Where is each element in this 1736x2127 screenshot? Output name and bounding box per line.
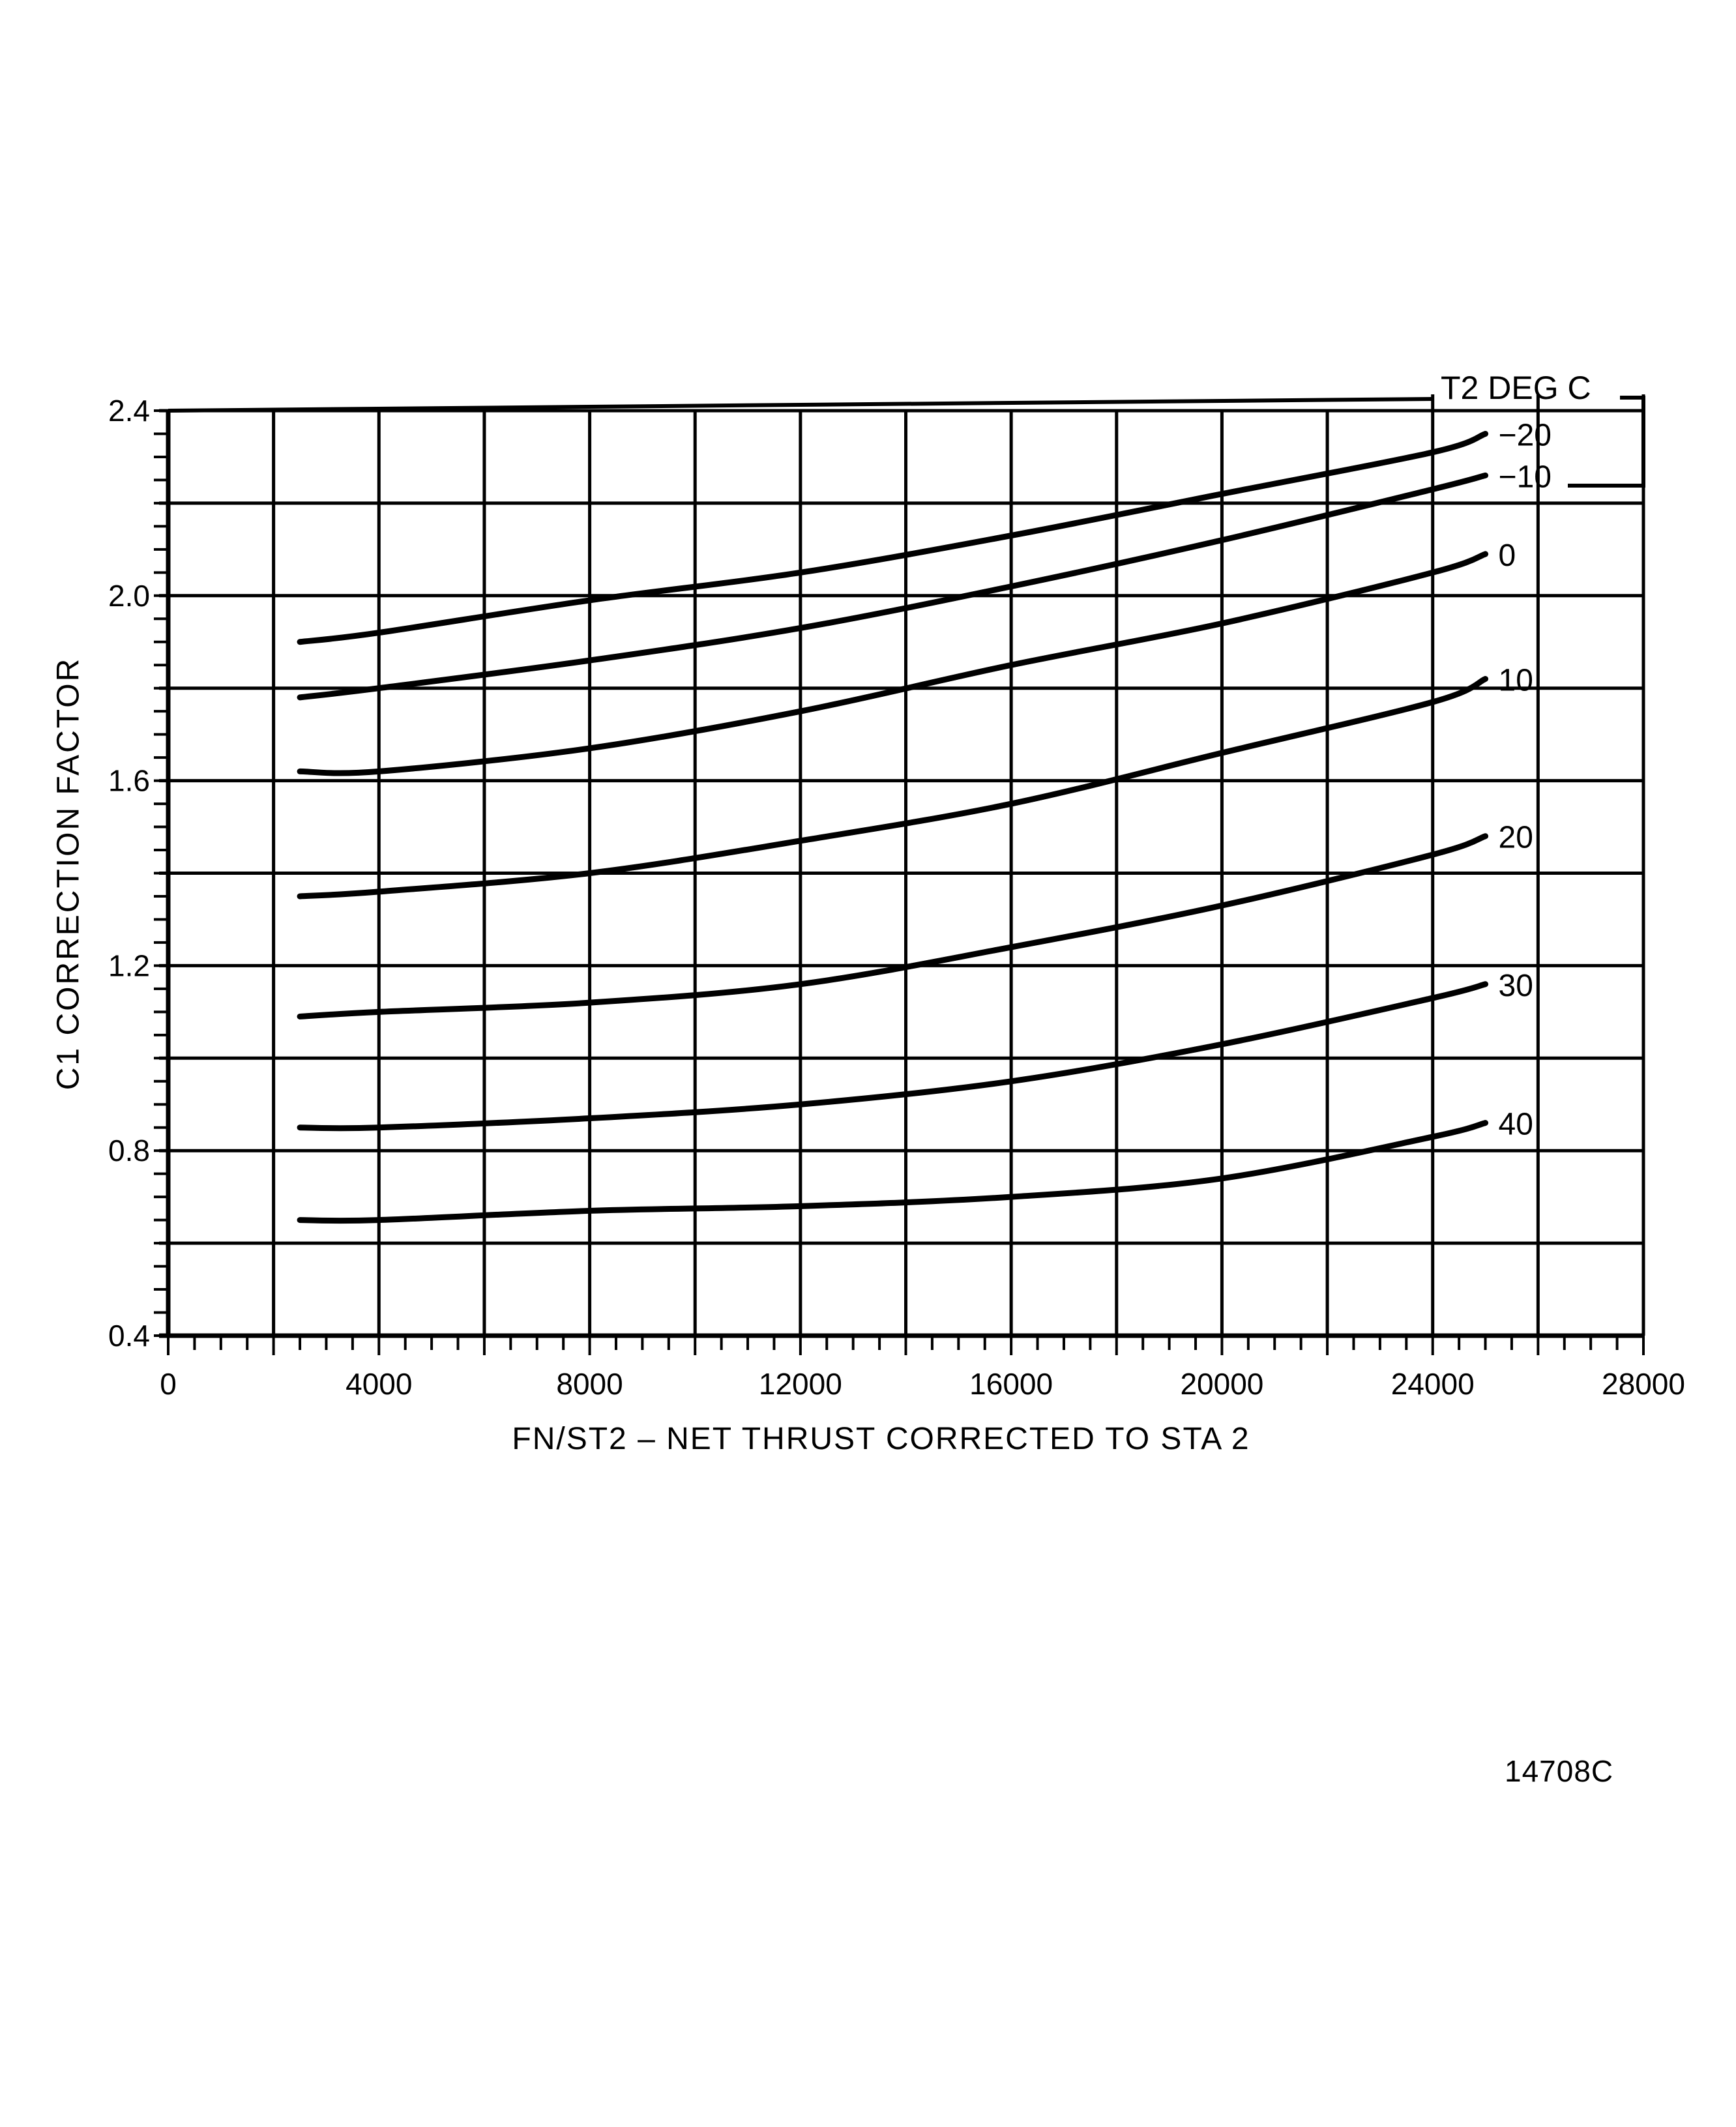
grid <box>159 394 1645 1338</box>
curve-label: 10 <box>1499 664 1533 698</box>
legend: −20 −10 0 10 20 30 40 T2 DEG C <box>1441 370 1645 1142</box>
curve-label: 40 <box>1499 1108 1533 1142</box>
y-tick-label: 1.2 <box>108 948 150 982</box>
y-tick-label: 0.8 <box>108 1134 150 1167</box>
x-tick-label: 12000 <box>759 1367 842 1401</box>
x-tick-label: 0 <box>160 1367 177 1401</box>
curves <box>297 430 1489 1224</box>
tick-labels: 0.40.81.21.62.02.40 4000 8000 12000 16000 200… <box>108 394 1685 1401</box>
curve-t2-30 <box>297 981 1489 1132</box>
curve-label: 0 <box>1499 538 1516 573</box>
curve-t2--20 <box>297 430 1489 645</box>
curve-label: −10 <box>1499 460 1552 494</box>
x-tick-label: 4000 <box>346 1367 412 1401</box>
y-tick-label: 1.6 <box>108 764 150 798</box>
curve-t2--10 <box>297 472 1489 701</box>
x-tick-label: 8000 <box>556 1367 623 1401</box>
x-tick-label: 20000 <box>1180 1367 1263 1401</box>
curve-label: 30 <box>1499 969 1533 1003</box>
x-tick-label: 16000 <box>969 1367 1053 1401</box>
curve-label: 20 <box>1499 821 1533 855</box>
frame-top <box>168 397 1435 413</box>
curve-t2-40 <box>297 1120 1489 1224</box>
curve-t2-0 <box>297 551 1489 776</box>
x-tick-label: 28000 <box>1602 1367 1685 1401</box>
axis-ticks <box>154 409 1645 1355</box>
legend-bracket <box>1568 396 1645 488</box>
curve-label: −20 <box>1499 418 1552 452</box>
x-axis-label: FN/ST2 – NET THRUST CORRECTED TO STA 2 <box>512 1422 1250 1456</box>
x-tick-label: 24000 <box>1391 1367 1475 1401</box>
legend-title: T2 DEG C <box>1441 370 1591 406</box>
y-axis-label: C1 CORRECTION FACTOR <box>51 656 86 1091</box>
y-tick-label: 2.0 <box>108 579 150 613</box>
y-tick-label: 0.4 <box>108 1319 150 1353</box>
curve-t2-10 <box>297 676 1489 900</box>
y-tick-label: 2.4 <box>108 394 150 428</box>
figure-id: 14708C <box>1505 1754 1614 1788</box>
curve-t2-20 <box>297 833 1489 1019</box>
